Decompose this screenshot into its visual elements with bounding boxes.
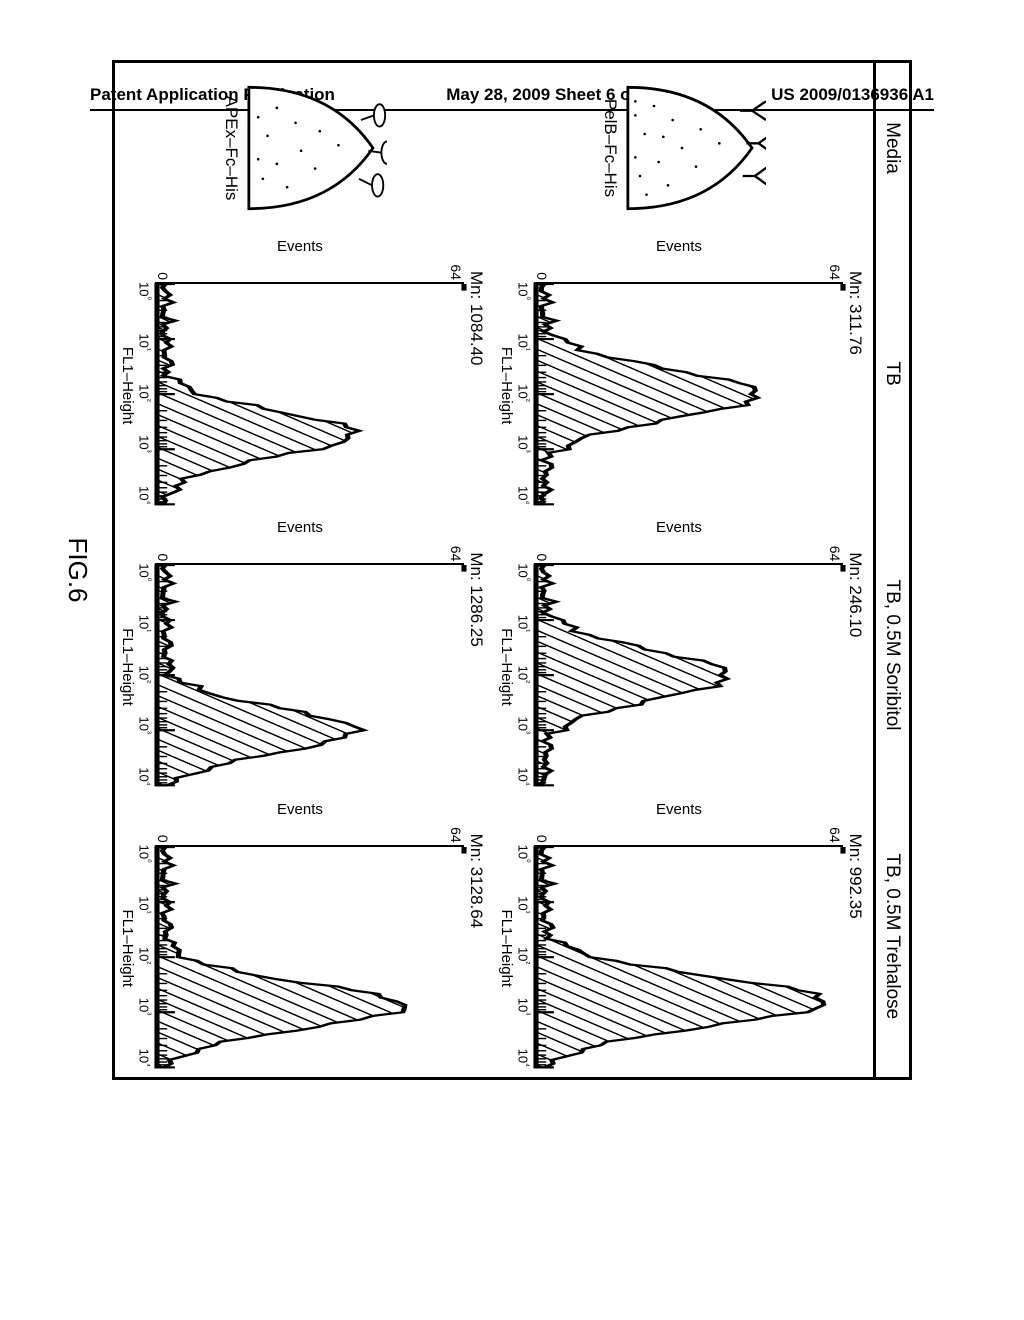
- histogram-plot: Events 640 10⁰10¹10²10³10⁴: [135, 800, 464, 1073]
- row-label-apex: APEx–Fc–His: [115, 63, 494, 233]
- histogram-plot: Events 640 10⁰10¹10²10³10⁴: [135, 237, 464, 510]
- histogram-plot: Events 640 10⁰10¹10²10³10⁴: [514, 800, 843, 1073]
- chart-area: [534, 282, 843, 504]
- y-axis-label: Events: [135, 800, 464, 819]
- x-axis-label: FL1–Height: [119, 237, 136, 510]
- y-ticks: 640: [534, 258, 843, 282]
- x-ticks: 10⁰10¹10²10³10⁴: [514, 563, 532, 785]
- x-axis-label: FL1–Height: [119, 518, 136, 791]
- col-header-sorbitol: TB, 0.5M Soribitol: [873, 514, 909, 795]
- y-ticks: 640: [155, 539, 464, 563]
- cell-apex-trehalose: Mn: 3128.64 Events 640 10⁰10¹10²10³10⁴ F…: [115, 796, 494, 1077]
- figure-container: Media TB TB, 0.5M Soribitol TB, 0.5M Tre…: [112, 60, 912, 1080]
- x-ticks: 10⁰10¹10²10³10⁴: [514, 845, 532, 1067]
- cell-pelb-tb: Mn: 311.76 Events 640 10⁰10¹10²10³10⁴ FL…: [494, 233, 873, 514]
- mn-value: Mn: 246.10: [845, 552, 865, 791]
- figure-grid: Media TB TB, 0.5M Soribitol TB, 0.5M Tre…: [112, 60, 912, 1080]
- y-axis-label: Events: [514, 518, 843, 537]
- y-axis-label: Events: [514, 237, 843, 256]
- x-ticks: 10⁰10¹10²10³10⁴: [135, 845, 153, 1067]
- y-axis-label: Events: [135, 237, 464, 256]
- col-header-tb: TB: [873, 233, 909, 514]
- pelb-diagram-icon: [627, 73, 767, 223]
- histogram-plot: Events 640 10⁰10¹10²10³10⁴: [514, 518, 843, 791]
- cell-pelb-trehalose: Mn: 992.35 Events 640 10⁰10¹10²10³10⁴ FL…: [494, 796, 873, 1077]
- x-ticks: 10⁰10¹10²10³10⁴: [135, 563, 153, 785]
- mn-value: Mn: 992.35: [845, 834, 865, 1073]
- x-axis-label: FL1–Height: [498, 800, 515, 1073]
- y-axis-label: Events: [514, 800, 843, 819]
- cell-pelb-sorbitol: Mn: 246.10 Events 640 10⁰10¹10²10³10⁴ FL…: [494, 514, 873, 795]
- chart-area: [155, 282, 464, 504]
- histogram-plot: Events 640 10⁰10¹10²10³10⁴: [135, 518, 464, 791]
- x-axis-label: FL1–Height: [498, 237, 515, 510]
- row-caption-pelb: PelB–Fc–His: [601, 99, 621, 197]
- x-axis-label: FL1–Height: [498, 518, 515, 791]
- x-ticks: 10⁰10¹10²10³10⁴: [514, 282, 532, 504]
- mn-value: Mn: 311.76: [845, 271, 865, 510]
- y-ticks: 640: [534, 539, 843, 563]
- cell-apex-sorbitol: Mn: 1286.25 Events 640 10⁰10¹10²10³10⁴ F…: [115, 514, 494, 795]
- mn-value: Mn: 1286.25: [466, 552, 486, 791]
- chart-area: [155, 563, 464, 785]
- mn-value: Mn: 1084.40: [466, 271, 486, 510]
- cell-apex-tb: Mn: 1084.40 Events 640 10⁰10¹10²10³10⁴ F…: [115, 233, 494, 514]
- col-header-media: Media: [873, 63, 909, 233]
- figure-label: FIG.6: [62, 537, 93, 602]
- y-axis-label: Events: [135, 518, 464, 537]
- mn-value: Mn: 3128.64: [466, 834, 486, 1073]
- row-caption-apex: APEx–Fc–His: [222, 96, 242, 201]
- chart-area: [534, 563, 843, 785]
- y-ticks: 640: [155, 258, 464, 282]
- col-header-trehalose: TB, 0.5M Trehalose: [873, 796, 909, 1077]
- histogram-plot: Events 640 10⁰10¹10²10³10⁴: [514, 237, 843, 510]
- apex-diagram-icon: [248, 73, 388, 223]
- x-axis-label: FL1–Height: [119, 800, 136, 1073]
- y-ticks: 640: [534, 821, 843, 845]
- chart-area: [155, 845, 464, 1067]
- chart-area: [534, 845, 843, 1067]
- row-label-pelb: PelB–Fc–His: [494, 63, 873, 233]
- x-ticks: 10⁰10¹10²10³10⁴: [135, 282, 153, 504]
- y-ticks: 640: [155, 821, 464, 845]
